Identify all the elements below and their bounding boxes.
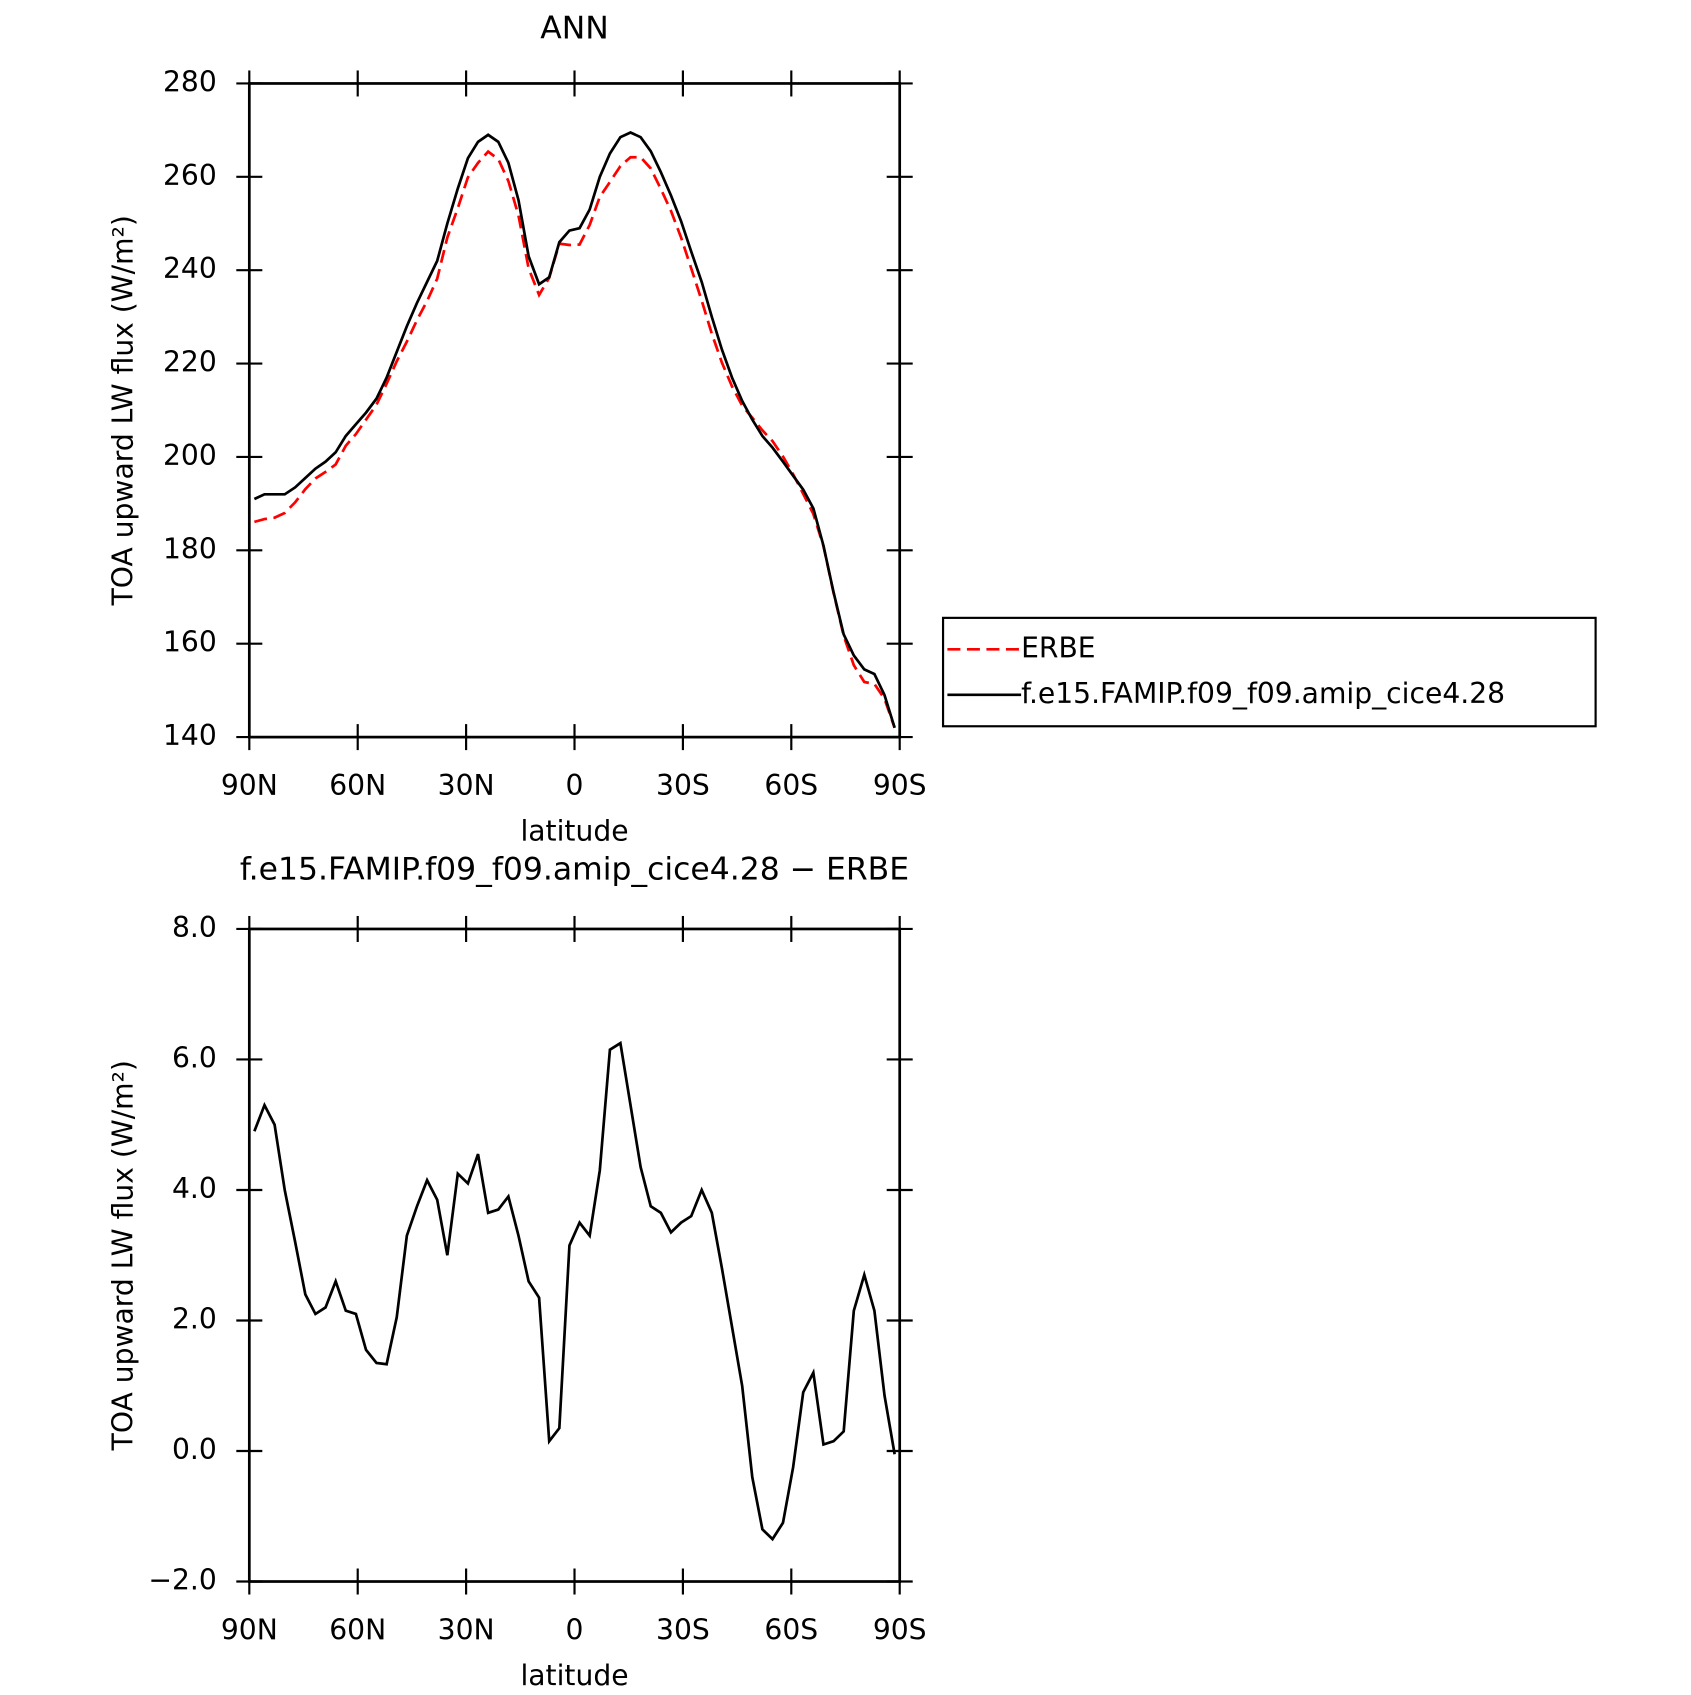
x-tick-label: 60N bbox=[329, 769, 386, 802]
x-tick-label: 90N bbox=[221, 1613, 278, 1646]
y-tick-label: 200 bbox=[163, 439, 217, 472]
x-tick-label: 0 bbox=[566, 1613, 584, 1646]
x-tick-label: 30N bbox=[438, 769, 495, 802]
chart-title: f.e15.FAMIP.f09_f09.amip_cice4.28 − ERBE bbox=[240, 851, 909, 887]
x-tick-label: 60S bbox=[764, 769, 818, 802]
plot-frame bbox=[247, 927, 902, 1583]
legend-label: f.e15.FAMIP.f09_f09.amip_cice4.28 bbox=[1021, 677, 1505, 710]
y-tick-label: 160 bbox=[163, 626, 217, 659]
y-tick-label: 0.0 bbox=[172, 1433, 217, 1466]
y-tick-label: 240 bbox=[163, 252, 217, 285]
y-tick-label: 8.0 bbox=[172, 911, 217, 944]
chart-title: ANN bbox=[540, 10, 609, 46]
data-line bbox=[253, 1040, 896, 1542]
y-tick-label: 140 bbox=[163, 719, 217, 752]
x-tick-label: 30N bbox=[438, 1613, 495, 1646]
x-axis-label: latitude bbox=[520, 1659, 628, 1691]
legend-label: ERBE bbox=[1021, 631, 1096, 664]
y-tick-label: 6.0 bbox=[172, 1041, 217, 1074]
x-tick-label: 0 bbox=[566, 769, 584, 802]
plot-frame bbox=[247, 82, 902, 739]
y-tick-label: 220 bbox=[163, 346, 217, 379]
x-axis-label: latitude bbox=[520, 814, 628, 847]
y-tick-label: 280 bbox=[163, 65, 217, 98]
x-tick-label: 30S bbox=[656, 769, 710, 802]
x-tick-label: 90S bbox=[873, 1613, 927, 1646]
x-tick-label: 60S bbox=[764, 1613, 818, 1646]
y-tick-label: −2.0 bbox=[148, 1564, 216, 1597]
y-tick-label: 180 bbox=[163, 532, 217, 565]
y-axis-label: TOA upward LW flux (W/m²) bbox=[107, 1060, 140, 1451]
data-line bbox=[253, 131, 896, 729]
y-tick-label: 260 bbox=[163, 159, 217, 192]
y-axis-label: TOA upward LW flux (W/m²) bbox=[107, 215, 140, 606]
data-line bbox=[254, 149, 896, 729]
legend-box bbox=[941, 616, 1597, 728]
x-tick-label: 30S bbox=[656, 1613, 710, 1646]
x-tick-label: 90S bbox=[873, 769, 927, 802]
y-tick-label: 4.0 bbox=[172, 1172, 217, 1205]
x-tick-label: 90N bbox=[221, 769, 278, 802]
x-tick-label: 60N bbox=[329, 1613, 386, 1646]
y-tick-label: 2.0 bbox=[172, 1302, 217, 1335]
